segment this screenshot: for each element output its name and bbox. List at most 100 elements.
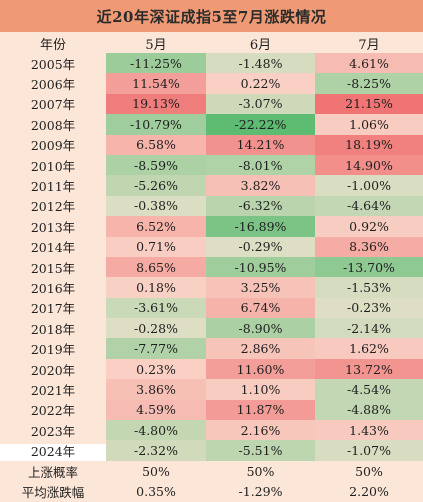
cell-may: -11.25% xyxy=(106,53,206,74)
table-row: 2005年 -11.25% -1.48% 4.61% xyxy=(0,53,423,74)
cell-june: -16.89% xyxy=(206,216,315,237)
table-row: 2012年 -0.38% -6.32% -4.64% xyxy=(0,195,423,217)
cell-june: 14.21% xyxy=(206,134,315,155)
year-label: 2021年 xyxy=(30,382,76,398)
cell-july: -4.54% xyxy=(315,379,423,400)
table-row: 2009年 6.58% 14.21% 18.19% xyxy=(0,134,423,155)
cell-may: 6.52% xyxy=(106,216,206,237)
table-row: 2020年 0.23% 11.60% 13.72% xyxy=(0,358,423,380)
cell-june: 0.22% xyxy=(206,73,315,94)
cell-may: -0.38% xyxy=(106,195,206,217)
cell-july: 4.61% xyxy=(315,53,423,74)
cell-july: 21.15% xyxy=(315,93,423,115)
cell-july: 0.92% xyxy=(315,216,423,237)
cell-may: 3.86% xyxy=(106,379,206,400)
summary-may: 0.35% xyxy=(106,481,206,502)
year-label: 2018年 xyxy=(30,321,76,337)
cell-july: 18.19% xyxy=(315,134,423,155)
cell-may: 11.54% xyxy=(106,73,206,94)
cell-june: 2.16% xyxy=(206,420,315,441)
summary-label: 上涨概率 xyxy=(0,460,106,482)
cell-may: 19.13% xyxy=(106,93,206,115)
cell-may: 0.18% xyxy=(106,277,206,298)
table-row: 2024年 -2.32% -5.51% -1.07% xyxy=(0,440,423,461)
year-label: 2007年 xyxy=(30,97,76,113)
cell-june: 11.87% xyxy=(206,399,315,421)
table-row: 2016年 0.18% 3.25% -1.53% xyxy=(0,277,423,298)
header-july: 7月 xyxy=(358,37,380,53)
cell-june: 1.10% xyxy=(206,379,315,400)
table-title: 近20年深证成指5至7月涨跌情况 xyxy=(0,0,423,32)
header-year: 年份 xyxy=(39,37,66,53)
cell-july: 14.90% xyxy=(315,154,423,176)
table-row: 2015年 8.65% -10.95% -13.70% xyxy=(0,256,423,278)
cell-june: 3.25% xyxy=(206,277,315,298)
cell-july: -13.70% xyxy=(315,256,423,278)
header-june: 6月 xyxy=(249,37,272,53)
year-label: 2011年 xyxy=(30,179,76,195)
cell-july: 1.06% xyxy=(315,114,423,135)
year-label: 2023年 xyxy=(30,423,76,439)
year-label: 2016年 xyxy=(30,280,76,296)
summary-label: 平均涨跌幅 xyxy=(0,481,106,502)
cell-june: -1.48% xyxy=(206,53,315,74)
cell-july: -8.25% xyxy=(315,73,423,94)
table-row: 2006年 11.54% 0.22% -8.25% xyxy=(0,73,423,94)
table-row: 2014年 0.71% -0.29% 8.36% xyxy=(0,236,423,257)
table-row: 2018年 -0.28% -8.90% -2.14% xyxy=(0,318,423,339)
cell-june: 3.82% xyxy=(206,175,315,196)
cell-may: -2.32% xyxy=(106,440,206,461)
cell-may: -7.77% xyxy=(106,338,206,359)
year-label: 2017年 xyxy=(30,301,76,317)
table-body: 2005年 -11.25% -1.48% 4.61% 2006年 11.54% 0.22% -… xyxy=(0,53,423,502)
header-row: 年份 5月 6月 7月 xyxy=(0,33,423,53)
summary-july: 50% xyxy=(315,460,423,482)
cell-july: -4.88% xyxy=(315,399,423,421)
cell-june: 2.86% xyxy=(206,338,315,359)
table-row: 2013年 6.52% -16.89% 0.92% xyxy=(0,216,423,237)
cell-july: -0.23% xyxy=(315,297,423,319)
cell-june: 6.74% xyxy=(206,297,315,319)
table-row: 2023年 -4.80% 2.16% 1.43% xyxy=(0,420,423,441)
header-may: 5月 xyxy=(145,37,167,53)
summary-june: 50% xyxy=(206,460,315,482)
cell-july: -1.00% xyxy=(315,175,423,196)
cell-may: -10.79% xyxy=(106,114,206,135)
table-row: 2008年 -10.79% -22.22% 1.06% xyxy=(0,114,423,135)
cell-june: -8.90% xyxy=(206,318,315,339)
year-label: 2019年 xyxy=(30,342,76,358)
cell-june: -22.22% xyxy=(206,114,315,135)
year-label: 2024年 xyxy=(30,444,76,460)
table-row: 2017年 -3.61% 6.74% -0.23% xyxy=(0,297,423,319)
year-label: 2010年 xyxy=(30,158,76,174)
year-label: 2008年 xyxy=(30,117,76,133)
year-label: 2009年 xyxy=(30,138,76,154)
cell-july: 1.62% xyxy=(315,338,423,359)
cell-june: -10.95% xyxy=(206,256,315,278)
cell-july: -4.64% xyxy=(315,195,423,217)
year-label: 2013年 xyxy=(30,219,76,235)
cell-june: -3.07% xyxy=(206,93,315,115)
cell-may: 4.59% xyxy=(106,399,206,421)
year-label: 2005年 xyxy=(30,56,76,72)
cell-may: -5.26% xyxy=(106,175,206,196)
cell-july: -2.14% xyxy=(315,318,423,339)
year-label: 2012年 xyxy=(30,199,76,215)
cell-june: -5.51% xyxy=(206,440,315,461)
cell-may: 8.65% xyxy=(106,256,206,278)
cell-june: -0.29% xyxy=(206,236,315,257)
table-row: 2007年 19.13% -3.07% 21.15% xyxy=(0,93,423,115)
cell-may: -0.28% xyxy=(106,318,206,339)
cell-may: 6.58% xyxy=(106,134,206,155)
cell-july: 1.43% xyxy=(315,420,423,441)
table-row: 2022年 4.59% 11.87% -4.88% xyxy=(0,399,423,421)
table-row: 2011年 -5.26% 3.82% -1.00% xyxy=(0,175,423,196)
cell-may: -3.61% xyxy=(106,297,206,319)
cell-july: 8.36% xyxy=(315,236,423,257)
returns-table: 年份 5月 6月 7月 2005年 -11.25% -1.48% 4.61% 2006年… xyxy=(0,33,423,502)
cell-july: -1.07% xyxy=(315,440,423,461)
table-row: 2019年 -7.77% 2.86% 1.62% xyxy=(0,338,423,359)
year-label: 2015年 xyxy=(30,260,76,276)
summary-may: 50% xyxy=(106,460,206,482)
